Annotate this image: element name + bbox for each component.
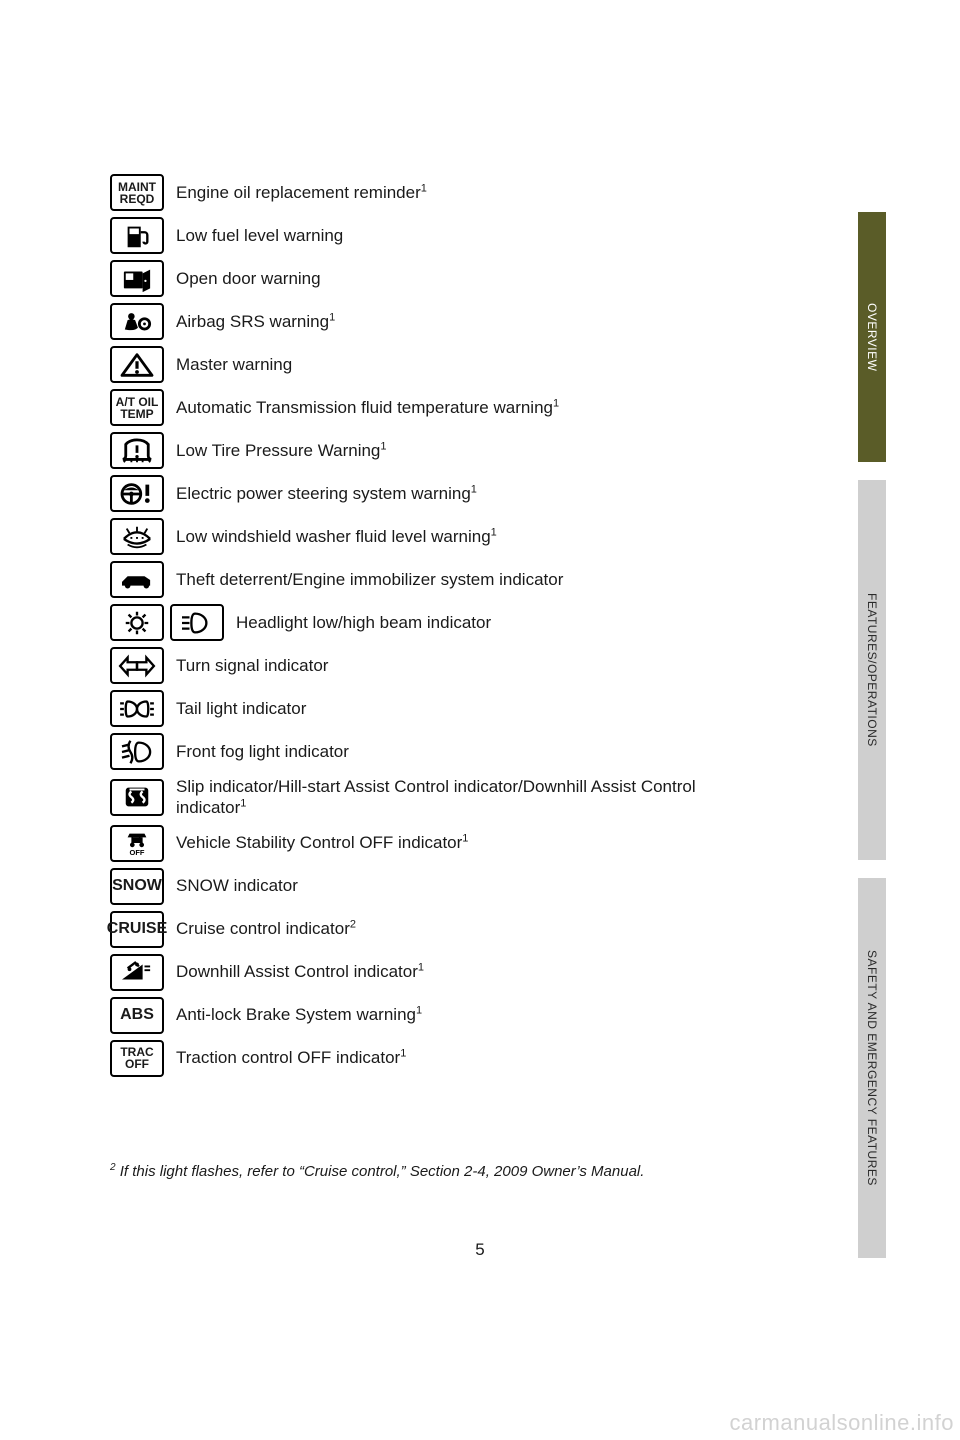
- indicator-list: MAINTREQD Engine oil replacement reminder…: [110, 174, 770, 1083]
- indicator-label: SNOW indicator: [176, 875, 298, 896]
- indicator-row: Airbag SRS warning1: [110, 303, 770, 340]
- svg-text:OFF: OFF: [130, 848, 145, 857]
- turn-icon: [110, 647, 164, 684]
- tail-icon: [110, 690, 164, 727]
- indicator-label: Engine oil replacement reminder1: [176, 182, 427, 203]
- indicator-label: Cruise control indicator2: [176, 918, 356, 939]
- indicator-label: Low windshield washer fluid level warnin…: [176, 526, 497, 547]
- indicator-label: Electric power steering system warning1: [176, 483, 477, 504]
- indicator-label: Headlight low/high beam indicator: [236, 612, 491, 633]
- indicator-label: Tail light indicator: [176, 698, 306, 719]
- indicator-label: Vehicle Stability Control OFF indicator1: [176, 832, 468, 853]
- tpms-icon: [110, 432, 164, 469]
- indicator-label: Airbag SRS warning1: [176, 311, 335, 332]
- headlight-icon: [110, 604, 164, 641]
- maint-reqd-icon: MAINTREQD: [110, 174, 164, 211]
- indicator-row: Theft deterrent/Engine immobilizer syste…: [110, 561, 770, 598]
- indicator-label: Automatic Transmission fluid temperature…: [176, 397, 559, 418]
- trac-off-icon: TRACOFF: [110, 1040, 164, 1077]
- footnote: 2 If this light flashes, refer to “Cruis…: [110, 1162, 770, 1180]
- tab-features: FEATURES/OPERATIONS: [858, 480, 886, 860]
- indicator-row: Tail light indicator: [110, 690, 770, 727]
- indicator-row: Headlight low/high beam indicator: [110, 604, 770, 641]
- indicator-row: CRUISE Cruise control indicator2: [110, 911, 770, 948]
- indicator-row: SNOW SNOW indicator: [110, 868, 770, 905]
- indicator-row: Electric power steering system warning1: [110, 475, 770, 512]
- washer-icon: [110, 518, 164, 555]
- fog-icon: [110, 733, 164, 770]
- airbag-icon: [110, 303, 164, 340]
- cruise-icon: CRUISE: [110, 911, 164, 948]
- eps-icon: [110, 475, 164, 512]
- fuel-icon: [110, 217, 164, 254]
- indicator-label: Traction control OFF indicator1: [176, 1047, 406, 1068]
- headlight-icon: [170, 604, 224, 641]
- indicator-row: OFF Vehicle Stability Control OFF indicat…: [110, 825, 770, 862]
- footnote-text: If this light flashes, refer to “Cruise …: [116, 1163, 645, 1180]
- indicator-row: Low windshield washer fluid level warnin…: [110, 518, 770, 555]
- indicator-label: Downhill Assist Control indicator1: [176, 961, 424, 982]
- abs-icon: ABS: [110, 997, 164, 1034]
- snow-icon: SNOW: [110, 868, 164, 905]
- indicator-label: Open door warning: [176, 268, 321, 289]
- indicator-label: Theft deterrent/Engine immobilizer syste…: [176, 569, 563, 590]
- indicator-row: Open door warning: [110, 260, 770, 297]
- indicator-row: Low fuel level warning: [110, 217, 770, 254]
- indicator-row: ABS Anti-lock Brake System warning1: [110, 997, 770, 1034]
- indicator-row: A/T OILTEMP Automatic Transmission fluid …: [110, 389, 770, 426]
- slip-icon: [110, 779, 164, 816]
- indicator-label: Master warning: [176, 354, 292, 375]
- indicator-label: Anti-lock Brake System warning1: [176, 1004, 422, 1025]
- at-oil-icon: A/T OILTEMP: [110, 389, 164, 426]
- indicator-row: Turn signal indicator: [110, 647, 770, 684]
- indicator-label: Low Tire Pressure Warning1: [176, 440, 387, 461]
- indicator-row: Low Tire Pressure Warning1: [110, 432, 770, 469]
- watermark: carmanualsonline.info: [729, 1410, 954, 1436]
- indicator-row: Front fog light indicator: [110, 733, 770, 770]
- tab-overview: OVERVIEW: [858, 212, 886, 462]
- theft-icon: [110, 561, 164, 598]
- indicator-row: Master warning: [110, 346, 770, 383]
- master-icon: [110, 346, 164, 383]
- indicator-row: MAINTREQD Engine oil replacement reminder…: [110, 174, 770, 211]
- indicator-row: Slip indicator/Hill-start Assist Control…: [110, 776, 770, 819]
- indicator-label: Slip indicator/Hill-start Assist Control…: [176, 776, 770, 819]
- page: MAINTREQD Engine oil replacement reminder…: [0, 0, 960, 1440]
- tab-safety: SAFETY AND EMERGENCY FEATURES: [858, 878, 886, 1258]
- indicator-row: Downhill Assist Control indicator1: [110, 954, 770, 991]
- page-number: 5: [0, 1240, 960, 1260]
- door-icon: [110, 260, 164, 297]
- dac-icon: [110, 954, 164, 991]
- vsc-off-icon: OFF: [110, 825, 164, 862]
- indicator-label: Low fuel level warning: [176, 225, 343, 246]
- indicator-label: Front fog light indicator: [176, 741, 349, 762]
- indicator-row: TRACOFF Traction control OFF indicator1: [110, 1040, 770, 1077]
- indicator-label: Turn signal indicator: [176, 655, 328, 676]
